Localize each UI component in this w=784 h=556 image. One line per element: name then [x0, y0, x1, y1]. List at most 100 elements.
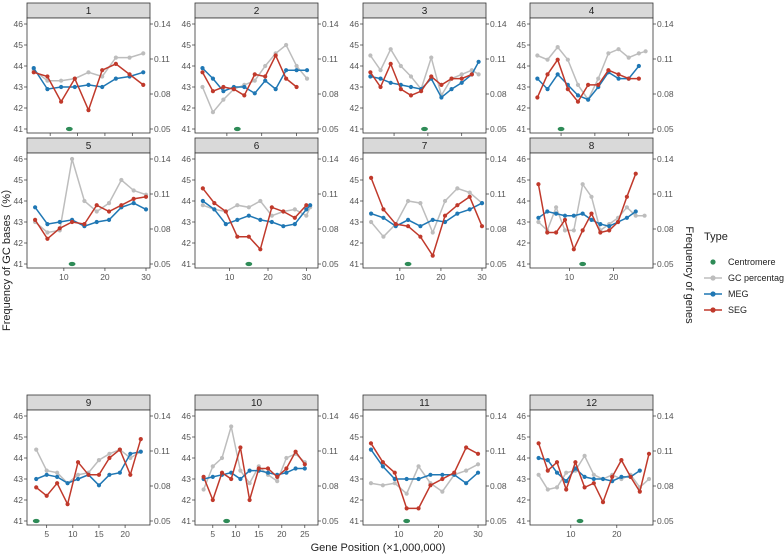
panel-strip-label: 5	[86, 141, 92, 152]
y-right-tick-label: 0.08	[490, 481, 507, 491]
y-left-tick-label: 42	[350, 103, 360, 113]
meg-point	[562, 213, 568, 218]
gc-percentage-point	[86, 70, 91, 75]
gc-percentage-point	[408, 74, 414, 79]
seg-point	[141, 82, 146, 87]
gc-percentage-point	[210, 464, 215, 469]
meg-point	[535, 76, 540, 81]
x-tick-label: 30	[477, 272, 487, 282]
y-left-tick-label: 44	[517, 61, 527, 71]
y-left-tick-label: 43	[182, 217, 192, 227]
seg-point	[238, 445, 243, 450]
y-left-tick-label: 44	[350, 196, 360, 206]
y-left-tick-label: 42	[14, 495, 24, 505]
gc-percentage-point	[75, 472, 81, 477]
x-tick-label: 20	[263, 272, 273, 282]
seg-line	[202, 187, 307, 251]
gc-percentage-point	[571, 228, 576, 233]
meg-point	[273, 87, 278, 92]
x-axis: 10 20 30	[225, 268, 311, 282]
meg-point	[455, 211, 460, 216]
meg-point	[33, 205, 38, 210]
gc-percentage-point	[141, 51, 146, 56]
seg-point	[369, 175, 374, 180]
y-right-tick-label: 0.08	[490, 224, 507, 234]
legend: Type Centromere GC percentage MEG SEG	[704, 231, 784, 315]
meg-point	[545, 458, 550, 463]
seg-point	[201, 474, 206, 479]
seg-point	[615, 219, 621, 225]
gc-percentage-point	[131, 188, 136, 193]
meg-point	[45, 87, 50, 92]
seg-point	[44, 493, 49, 498]
y-left-tick-label: 44	[14, 196, 24, 206]
y-right-tick-label: 0.05	[490, 259, 507, 269]
y-right-tick-label: 0.14	[657, 19, 674, 29]
panel-frame	[529, 152, 654, 269]
panel-strip-label: 9	[86, 398, 92, 409]
panel-9: 9 41 42 43 44 45 46 0.05 0.08 0.11 0.14 5 10 15 20	[14, 394, 171, 539]
centromere-marker	[32, 518, 40, 524]
y-left-tick-label: 42	[14, 238, 24, 248]
x-tick-label: 5	[44, 529, 49, 539]
gc-percentage-point	[580, 182, 585, 187]
meg-point	[96, 483, 102, 488]
gc-percentage-point	[536, 219, 541, 225]
seg-point	[200, 70, 205, 75]
gc-percentage-point	[304, 213, 309, 218]
y-left-tick-label: 46	[14, 411, 24, 421]
y-left-tick-label: 43	[350, 82, 360, 92]
y-left-tick-label: 45	[14, 40, 24, 50]
gc-percentage-point	[404, 491, 409, 496]
meg-point	[94, 219, 99, 225]
meg-point	[75, 476, 81, 482]
seg-point	[106, 209, 112, 214]
centromere-marker	[557, 126, 565, 132]
x-axis: 10 20 30	[395, 268, 487, 282]
meg-point	[212, 207, 217, 212]
x-tick-label: 10	[394, 529, 404, 539]
y-axis-left: 41 42 43 44 45 46	[182, 154, 195, 269]
gc-percentage-line	[34, 158, 147, 234]
seg-point	[380, 460, 385, 465]
seg-point	[59, 99, 64, 104]
centromere-marker	[65, 126, 73, 132]
gc-percentage-point	[96, 458, 102, 463]
meg-point	[571, 213, 576, 218]
legend-title: Type	[704, 231, 728, 243]
y-left-tick-label: 42	[517, 238, 527, 248]
meg-point	[378, 76, 383, 81]
meg-point	[200, 198, 205, 204]
meg-point	[246, 213, 251, 218]
y-left-tick-label: 45	[517, 40, 527, 50]
panel-strip-label: 6	[254, 141, 260, 152]
y-left-tick-label: 45	[14, 175, 24, 185]
meg-point	[235, 217, 240, 222]
gc-percentage-point	[292, 207, 297, 212]
seg-point	[212, 201, 217, 206]
seg-line	[201, 53, 298, 97]
seg-point	[616, 72, 621, 77]
meg-point	[369, 211, 374, 216]
meg-point	[113, 76, 118, 81]
gc-percentage-point	[589, 194, 594, 199]
x-axis: 5 10 15 20	[44, 525, 130, 539]
seg-point	[464, 445, 469, 450]
gc-percentage-point	[235, 203, 240, 208]
gc-percentage-point	[82, 198, 87, 204]
seg-point	[275, 474, 280, 479]
y-right-tick-label: 0.11	[322, 446, 338, 456]
gc-percentage-point	[284, 42, 289, 48]
meg-series	[200, 66, 310, 96]
seg-point	[606, 68, 611, 73]
y-left-tick-label: 41	[350, 516, 360, 526]
seg-point	[596, 82, 601, 87]
seg-point	[388, 61, 393, 66]
gc-percentage-point	[626, 55, 631, 60]
seg-point	[408, 93, 414, 98]
seg-point	[72, 76, 77, 81]
gc-percentage-point	[430, 230, 435, 235]
meg-point	[281, 224, 286, 229]
gc-percentage-point	[238, 468, 243, 473]
